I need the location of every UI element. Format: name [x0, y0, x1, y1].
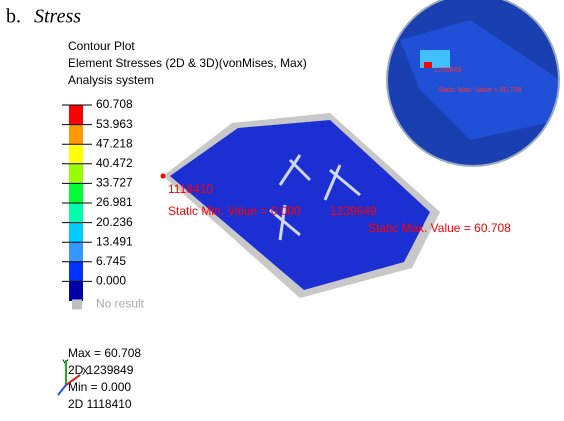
legend-band — [69, 125, 83, 145]
legend-band — [69, 164, 83, 184]
heading-label: b. — [6, 6, 21, 28]
inset-max — [424, 62, 432, 68]
legend-band — [69, 262, 83, 282]
min-text: Static Min. Value = 0.000 — [168, 204, 301, 218]
legend-band — [69, 105, 83, 125]
legend-level: 20.236 — [96, 215, 133, 229]
legend-level: 13.491 — [96, 234, 133, 248]
legend-level: 60.708 — [96, 97, 133, 111]
legend-band — [69, 242, 83, 262]
heading-title: Stress — [34, 6, 81, 28]
legend-band — [69, 183, 83, 203]
inset-id: 1239849 — [434, 67, 461, 74]
legend-level: 26.981 — [96, 195, 133, 209]
legend-level: 40.472 — [96, 156, 133, 170]
legend-level: 53.963 — [96, 117, 133, 131]
min-id: 1118410 — [168, 182, 213, 196]
no-result-swatch — [72, 299, 82, 309]
legend-level: 33.727 — [96, 176, 133, 190]
screenshot: b. Stress 1118410 Static Min. Value = 0.… — [0, 0, 564, 421]
triad-x: X — [82, 367, 89, 378]
min-point — [161, 174, 166, 179]
summary-line: Max = 60.708 — [68, 346, 141, 360]
max-text: Static Max. Value = 60.708 — [368, 221, 511, 235]
summary-line: 2D 1118410 — [68, 397, 132, 411]
summary-line: 2D 1239849 — [68, 363, 134, 377]
summary-line: Min = 0.000 — [68, 380, 131, 394]
inset-text: Static Max. Value = 60.708 — [438, 87, 521, 94]
legend-band — [69, 203, 83, 223]
legend-title: Analysis system — [68, 73, 154, 87]
no-result-label: No result — [96, 297, 145, 311]
legend-band — [69, 281, 83, 301]
legend-title: Contour Plot — [68, 39, 135, 53]
legend-level: 6.745 — [96, 254, 126, 268]
legend-band — [69, 223, 83, 243]
legend-level: 47.218 — [96, 136, 133, 150]
max-id: 1239849 — [330, 204, 377, 218]
legend-title: Element Stresses (2D & 3D)(vonMises, Max… — [68, 56, 307, 70]
legend-level: 0.000 — [96, 274, 126, 288]
legend-band — [69, 144, 83, 164]
